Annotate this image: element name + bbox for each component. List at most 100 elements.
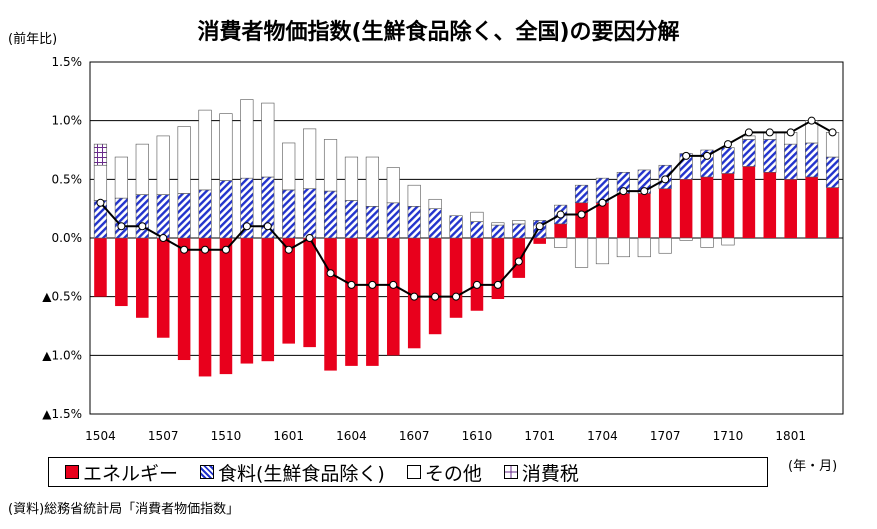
cpi-point bbox=[535, 222, 544, 231]
bar-energy bbox=[261, 238, 275, 362]
bar-other bbox=[679, 237, 693, 241]
bar-other bbox=[721, 237, 735, 246]
cpi-point bbox=[828, 128, 837, 137]
cpi-point bbox=[452, 292, 461, 301]
bar-food bbox=[512, 223, 526, 239]
bar-other bbox=[323, 139, 338, 192]
bar-energy bbox=[177, 238, 191, 361]
bar-food bbox=[219, 180, 233, 239]
bar-energy bbox=[533, 238, 546, 244]
bar-other bbox=[156, 135, 170, 195]
bar-other bbox=[637, 237, 651, 258]
y-tick-label: ▲1.0% bbox=[42, 348, 82, 362]
bar-food bbox=[763, 139, 777, 173]
legend-label-food: 食料(生鮮食品除く) bbox=[218, 462, 385, 485]
bar-energy bbox=[658, 188, 672, 238]
bar-food bbox=[574, 184, 589, 204]
bar-other bbox=[198, 109, 212, 191]
bar-energy bbox=[156, 238, 170, 338]
bar-food bbox=[407, 206, 421, 239]
bar-food bbox=[344, 200, 359, 239]
bar-food bbox=[825, 156, 840, 188]
bar-food bbox=[177, 193, 191, 239]
cpi-point bbox=[661, 175, 670, 184]
legend-item-other: その他 bbox=[406, 459, 482, 486]
legend-swatch-tax bbox=[503, 465, 518, 479]
bar-energy bbox=[470, 238, 484, 311]
bar-energy bbox=[345, 238, 358, 366]
bar-other bbox=[574, 237, 589, 268]
cpi-point bbox=[389, 280, 398, 289]
cpi-point bbox=[221, 245, 230, 254]
bar-energy bbox=[638, 193, 651, 238]
x-tick-label: 1604 bbox=[336, 429, 367, 443]
cpi-point bbox=[493, 280, 502, 289]
legend-label-energy: エネルギー bbox=[83, 462, 179, 485]
bar-energy bbox=[554, 223, 567, 238]
bar-other bbox=[616, 237, 630, 258]
cpi-point bbox=[640, 187, 649, 196]
bar-energy bbox=[324, 238, 337, 371]
cpi-point bbox=[786, 128, 795, 137]
cpi-point bbox=[117, 222, 126, 231]
cpi-point bbox=[556, 210, 565, 219]
cpi-point bbox=[284, 245, 293, 254]
bar-food bbox=[428, 208, 442, 239]
bar-energy bbox=[617, 193, 630, 238]
bar-energy bbox=[115, 238, 128, 307]
cpi-point bbox=[723, 140, 732, 149]
bar-energy bbox=[700, 176, 714, 238]
x-tick-label: 1704 bbox=[587, 429, 618, 443]
legend-item-energy: エネルギー bbox=[65, 459, 178, 486]
cpi-point bbox=[807, 116, 816, 125]
cpi-point bbox=[96, 198, 105, 207]
bar-other bbox=[700, 237, 714, 248]
x-tick-label: 1701 bbox=[524, 429, 555, 443]
bar-food bbox=[156, 194, 170, 239]
bar-food bbox=[198, 189, 212, 239]
x-tick-label: 1510 bbox=[211, 429, 242, 443]
legend-item-tax: 消費税 bbox=[503, 459, 579, 486]
chart-area: 1.5% 1.0% 0.5% 0.0% ▲0.5% ▲1.0% ▲1.5%1504 1507 1… bbox=[42, 55, 844, 443]
bar-other bbox=[303, 128, 317, 190]
bar-other bbox=[512, 220, 526, 225]
bar-other bbox=[344, 156, 359, 201]
bar-food bbox=[323, 190, 338, 239]
chart-title: 消費者物価指数(生鮮食品除く、全国)の要因分解 bbox=[197, 20, 680, 45]
bar-food bbox=[805, 142, 819, 178]
x-tick-label: 1507 bbox=[148, 429, 179, 443]
bar-energy bbox=[282, 238, 295, 344]
bar-energy bbox=[428, 238, 442, 335]
cpi-point bbox=[514, 257, 523, 266]
bar-other bbox=[595, 237, 610, 265]
cpi-point bbox=[159, 234, 168, 242]
x-tick-label: 1607 bbox=[399, 429, 430, 443]
cpi-point bbox=[619, 187, 628, 196]
cpi-point bbox=[180, 245, 189, 254]
source-note: (資料)総務省統計局「消費者物価指数」 bbox=[8, 502, 240, 517]
cpi-point bbox=[347, 280, 356, 289]
bar-food bbox=[742, 139, 756, 167]
y-tick-label: 1.0% bbox=[52, 114, 83, 128]
x-unit-label: (年・月) bbox=[788, 459, 838, 474]
x-tick-label: 1710 bbox=[713, 429, 744, 443]
bar-food bbox=[721, 147, 735, 174]
bar-other bbox=[407, 184, 421, 207]
x-tick-label: 1707 bbox=[650, 429, 681, 443]
bar-energy bbox=[596, 202, 609, 238]
y-tick-label: 1.5% bbox=[52, 55, 83, 69]
cpi-point bbox=[765, 128, 774, 137]
y-tick-label: ▲0.5% bbox=[42, 290, 82, 304]
legend-swatch-other bbox=[406, 465, 421, 479]
bar-other bbox=[261, 102, 275, 178]
legend: エネルギー 食料(生鮮食品除く) その他 消費税 bbox=[48, 457, 768, 487]
y-unit-label: (前年比) bbox=[8, 32, 58, 47]
bar-energy bbox=[805, 176, 818, 238]
bar-food bbox=[365, 206, 379, 239]
bar-energy bbox=[198, 238, 212, 377]
cpi-point bbox=[305, 234, 314, 242]
bar-other bbox=[491, 222, 505, 226]
cpi-point bbox=[263, 222, 272, 231]
bar-other bbox=[114, 156, 128, 199]
legend-swatch-food bbox=[200, 465, 215, 479]
